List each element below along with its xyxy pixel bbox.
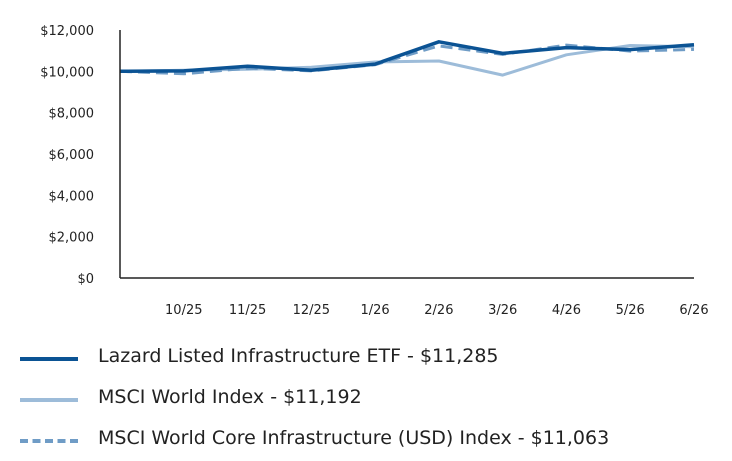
- y-tick-label: $12,000: [40, 24, 94, 39]
- legend-swatch-core-infrastructure-index: [20, 439, 78, 443]
- y-tick-label: $4,000: [49, 189, 95, 204]
- x-tick-label: 1/26: [361, 303, 390, 318]
- legend-swatch-etf: [20, 357, 78, 361]
- y-tick-label: $0: [77, 272, 94, 287]
- x-tick-label: 11/25: [229, 303, 266, 318]
- legend-label-etf: Lazard Listed Infrastructure ETF - $11,2…: [98, 345, 499, 367]
- x-tick-label: 12/25: [293, 303, 330, 318]
- legend-item-core-infrastructure-index: MSCI World Core Infrastructure (USD) Ind…: [18, 420, 718, 461]
- series-lines: [119, 40, 695, 77]
- x-tick-label: 3/26: [488, 303, 517, 318]
- legend-label-world-index: MSCI World Index - $11,192: [98, 386, 362, 408]
- line-chart: $0 $2,000 $4,000 $6,000 $8,000 $10,000 $12,000…: [40, 24, 709, 318]
- y-axis-ticks: $0 $2,000 $4,000 $6,000 $8,000 $10,000 $12,000: [40, 24, 94, 287]
- legend-item-etf: Lazard Listed Infrastructure ETF - $11,2…: [18, 338, 718, 379]
- series-line-core-infrastructure-index: [119, 43, 695, 76]
- x-tick-label: 5/26: [616, 303, 645, 318]
- x-axis-ticks: 10/25 11/25 12/25 1/26 2/26 3/26 4/26 5/26 6/26: [165, 303, 709, 318]
- y-tick-label: $6,000: [49, 148, 95, 163]
- legend-item-world-index: MSCI World Index - $11,192: [18, 379, 718, 420]
- y-tick-label: $10,000: [40, 65, 94, 80]
- legend-swatch-world-index: [20, 398, 78, 402]
- x-tick-label: 4/26: [552, 303, 581, 318]
- x-tick-label: 10/25: [165, 303, 202, 318]
- chart-legend: Lazard Listed Infrastructure ETF - $11,2…: [18, 338, 718, 461]
- series-line-etf: [119, 40, 695, 74]
- y-tick-label: $2,000: [49, 231, 95, 246]
- legend-label-core-infrastructure-index: MSCI World Core Infrastructure (USD) Ind…: [98, 427, 610, 449]
- x-tick-label: 2/26: [424, 303, 453, 318]
- y-tick-label: $8,000: [49, 107, 95, 122]
- x-tick-label: 6/26: [679, 303, 708, 318]
